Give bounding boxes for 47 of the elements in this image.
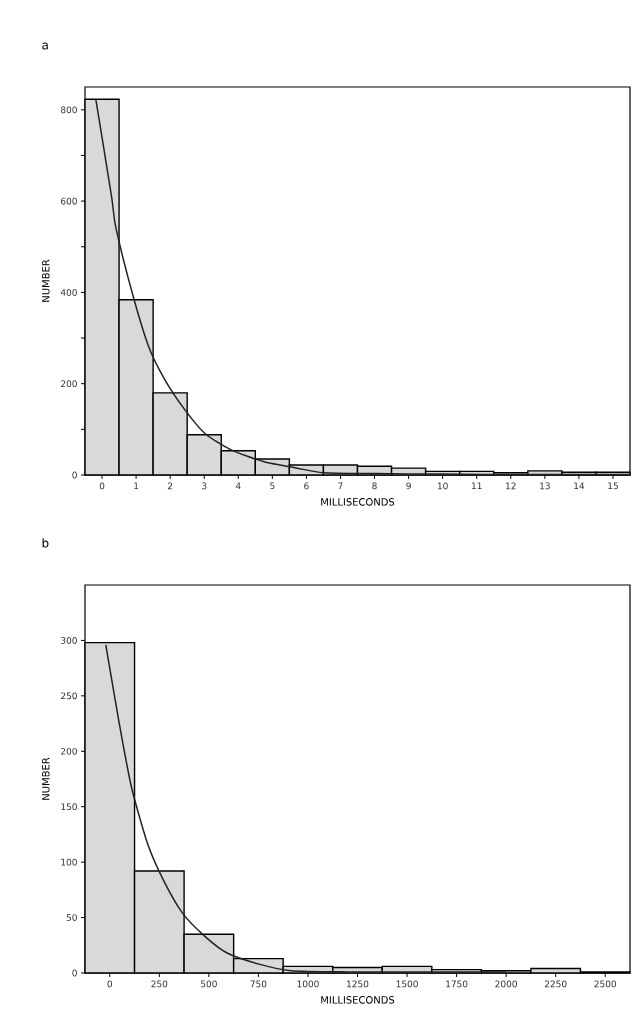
x-tick-label: 4 xyxy=(235,482,241,490)
chart-title: a xyxy=(42,42,48,50)
x-axis-title: MILLISECONDS xyxy=(321,498,395,506)
chart-title: b xyxy=(42,538,49,548)
y-tick-label: 800 xyxy=(60,106,77,114)
y-tick-label: 0 xyxy=(72,969,77,977)
x-tick-label: 250 xyxy=(151,980,168,988)
x-tick-label: 12 xyxy=(506,482,516,490)
y-axis-title: NUMBER xyxy=(42,259,50,302)
y-axis-title: NUMBER xyxy=(42,757,50,800)
x-tick-label: 2500 xyxy=(594,980,617,988)
y-tick-label: 250 xyxy=(61,692,77,700)
y-tick-label: 300 xyxy=(61,637,77,644)
x-tick-label: 3 xyxy=(202,482,207,490)
y-tick-label: 150 xyxy=(61,803,77,811)
x-tick-label: 6 xyxy=(304,482,309,490)
x-tick-label: 500 xyxy=(201,980,217,988)
x-tick-label: 13 xyxy=(540,482,550,490)
x-tick-label: 2 xyxy=(167,482,173,490)
x-tick-label: 2000 xyxy=(495,980,517,988)
x-tick-label: 11 xyxy=(472,482,482,490)
y-tick-label: 200 xyxy=(61,747,77,755)
x-tick-label: 1500 xyxy=(396,980,418,988)
x-tick-label: 7 xyxy=(338,482,343,490)
x-tick-label: 1250 xyxy=(347,980,369,988)
x-tick-label: 15 xyxy=(608,482,618,490)
x-tick-label: 1 xyxy=(134,482,139,490)
x-axis-title: MILLISECONDS xyxy=(321,996,395,1004)
x-tick-label: 0 xyxy=(107,980,113,988)
line-series xyxy=(105,644,507,973)
y-tick-label: 50 xyxy=(66,914,77,921)
line-series xyxy=(95,99,631,476)
x-tick-label: 1750 xyxy=(446,980,468,988)
y-tick-label: 600 xyxy=(61,197,77,205)
x-tick-label: 5 xyxy=(270,482,275,490)
y-tick-label: 0 xyxy=(72,471,77,479)
y-tick-label: 400 xyxy=(60,289,77,296)
x-tick-label: 14 xyxy=(574,482,585,490)
x-tick-label: 750 xyxy=(250,980,267,988)
x-tick-label: 9 xyxy=(406,482,411,490)
x-tick-label: 2250 xyxy=(544,980,567,988)
x-tick-label: 10 xyxy=(437,482,448,490)
y-tick-label: 100 xyxy=(61,858,77,866)
x-tick-label: 8 xyxy=(372,482,377,490)
x-tick-label: 0 xyxy=(99,482,105,490)
x-tick-label: 1000 xyxy=(297,980,319,988)
y-tick-label: 200 xyxy=(61,380,77,388)
